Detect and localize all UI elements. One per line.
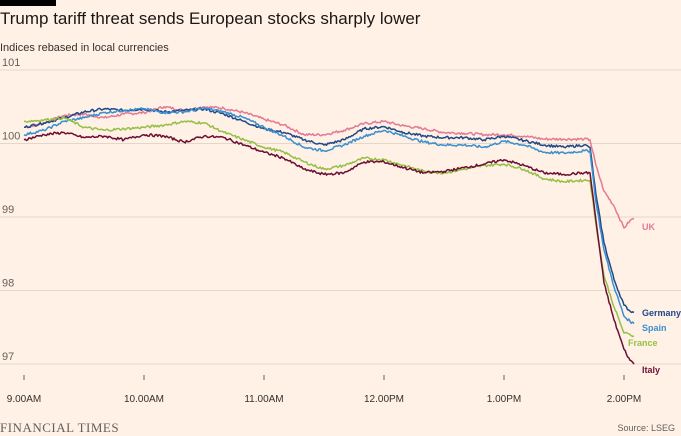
y-tick-label: 97 <box>2 351 14 363</box>
series-label-spain: Spain <box>642 323 667 333</box>
series-label-uk: UK <box>642 222 655 232</box>
series-label-france: France <box>628 338 658 348</box>
x-tick-label: 1.00PM <box>487 394 521 405</box>
y-tick-label: 99 <box>2 204 14 216</box>
y-tick-label: 100 <box>2 130 20 142</box>
ft-logo: FINANCIAL TIMES <box>0 420 120 435</box>
x-tick-label: 9.00AM <box>7 394 41 405</box>
x-tick-label: 10.00AM <box>124 394 164 405</box>
brand-bar <box>0 0 56 6</box>
y-tick-label: 101 <box>2 57 20 69</box>
series-label-italy: Italy <box>642 365 660 375</box>
series-line-uk <box>23 105 635 229</box>
chart-title: Trump tariff threat sends European stock… <box>0 9 421 28</box>
x-tick-label: 12.00PM <box>364 394 404 405</box>
x-tick-label: 2.00PM <box>607 394 641 405</box>
chart-subtitle: Indices rebased in local currencies <box>0 42 169 54</box>
y-tick-label: 98 <box>2 277 14 289</box>
x-tick-label: 11.00AM <box>244 394 283 405</box>
series-line-france <box>23 115 635 338</box>
series-label-germany: Germany <box>642 308 681 318</box>
series-line-spain <box>23 106 635 325</box>
series-line-italy <box>23 131 635 365</box>
source-note: Source: LSEG <box>617 423 675 433</box>
